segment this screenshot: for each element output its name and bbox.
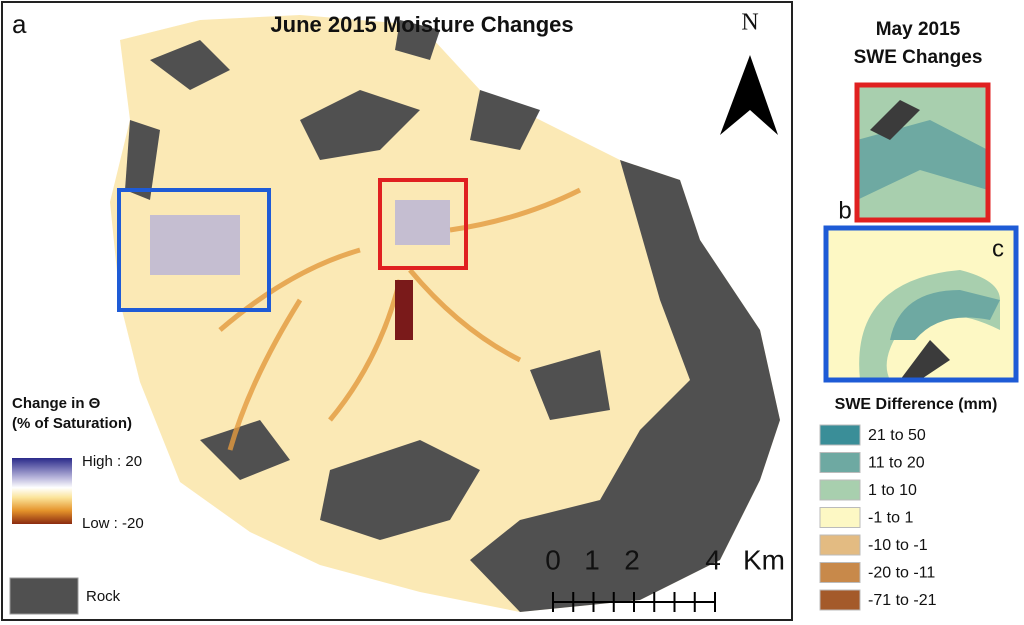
legend-high: High : 20 — [82, 453, 142, 470]
inset-label: c — [992, 235, 1004, 262]
legend-rock: Rock — [86, 588, 121, 605]
legend-swatch — [819, 452, 861, 473]
legend-label: 11 to 20 — [868, 455, 925, 472]
legend-label: -10 to -1 — [868, 537, 928, 554]
legend-swatch — [819, 562, 861, 583]
legend-low: Low : -20 — [82, 515, 144, 532]
swe-legend-title: SWE Difference (mm) — [835, 396, 998, 413]
inset-box-c — [117, 188, 271, 312]
inset-b — [854, 82, 991, 223]
north-label: N — [741, 10, 758, 36]
legend-swatch — [819, 507, 861, 528]
legend-swatch — [819, 534, 861, 556]
inset-title: May 2015 — [876, 19, 961, 40]
scale-label: 1 — [584, 544, 600, 575]
dry-area — [395, 280, 413, 340]
inset-box-b — [378, 178, 468, 270]
legend-title: (% of Saturation) — [12, 415, 132, 432]
legend-title: Change in Θ — [12, 395, 101, 412]
legend-gradient — [12, 458, 72, 524]
legend-label: -71 to -21 — [868, 592, 937, 609]
legend-swatch — [819, 589, 861, 611]
legend-swatch — [819, 424, 861, 446]
inset-c — [823, 225, 1019, 383]
moisture-streaks — [218, 187, 582, 451]
inset-title: SWE Changes — [854, 47, 983, 68]
rock-swatch — [9, 577, 79, 615]
scale-label: 4 — [705, 544, 721, 575]
wet-areas — [150, 200, 450, 275]
legend-label: 1 to 10 — [868, 482, 917, 499]
swe-legend: 21 to 50 11 to 20 1 to 10 -1 to 1 -10 to -1 -… — [819, 424, 937, 611]
scale-label: 2 — [624, 544, 640, 575]
map-title: June 2015 Moisture Changes — [270, 12, 573, 37]
legend-label: -1 to 1 — [868, 510, 913, 527]
legend-swatch — [819, 479, 861, 501]
legend-label: -20 to -11 — [868, 565, 935, 582]
scale-unit: Km — [743, 544, 785, 575]
rock-areas — [125, 20, 780, 612]
inset-label: b — [838, 197, 851, 224]
panel-label: a — [12, 9, 27, 39]
scale-bar: 0 1 2 4 Km — [545, 544, 785, 612]
north-arrow — [720, 55, 778, 135]
legend-label: 21 to 50 — [868, 427, 926, 444]
scale-label: 0 — [545, 544, 561, 575]
